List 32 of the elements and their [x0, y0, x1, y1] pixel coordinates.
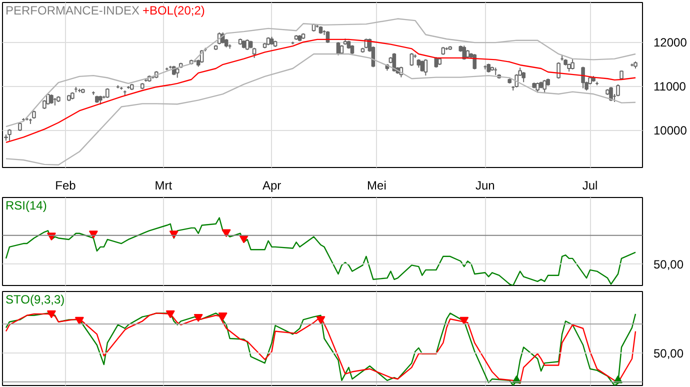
x-tick-label: Apr	[262, 178, 282, 192]
point	[460, 316, 469, 325]
point	[194, 314, 203, 322]
candlestick	[424, 58, 428, 76]
candlestick	[420, 60, 424, 72]
x-tick-label: Jun	[475, 178, 495, 192]
x-tick-label: Jul	[582, 178, 598, 192]
point	[166, 310, 175, 318]
x-tick-label: Mei	[367, 178, 386, 192]
candlestick	[8, 128, 12, 142]
candlestick	[522, 72, 526, 83]
x-tick-label: Feb	[55, 178, 76, 192]
candlestick	[410, 52, 414, 66]
candlestick	[472, 53, 477, 70]
text: +BOL(20;2)	[142, 4, 205, 18]
candlestick	[609, 86, 613, 102]
text: 50,00	[654, 346, 684, 360]
chart-title: PERFORMANCE-INDEX	[6, 4, 140, 18]
point	[218, 312, 228, 320]
point	[316, 316, 326, 324]
y-tick-label: 11000	[654, 80, 686, 94]
y-tick-label: 10000	[654, 124, 688, 138]
text: 50,00	[654, 257, 684, 272]
candlestick	[570, 58, 574, 70]
y-tick-label: 12000	[654, 36, 688, 50]
x-tick-label: Mrt	[154, 178, 173, 192]
candlestick	[536, 82, 540, 94]
series-label: RSI(14)	[6, 198, 47, 212]
candlestick	[581, 66, 585, 89]
point	[222, 229, 231, 238]
series-label: STO(9,3,3)	[6, 292, 65, 306]
candlestick	[542, 79, 546, 94]
